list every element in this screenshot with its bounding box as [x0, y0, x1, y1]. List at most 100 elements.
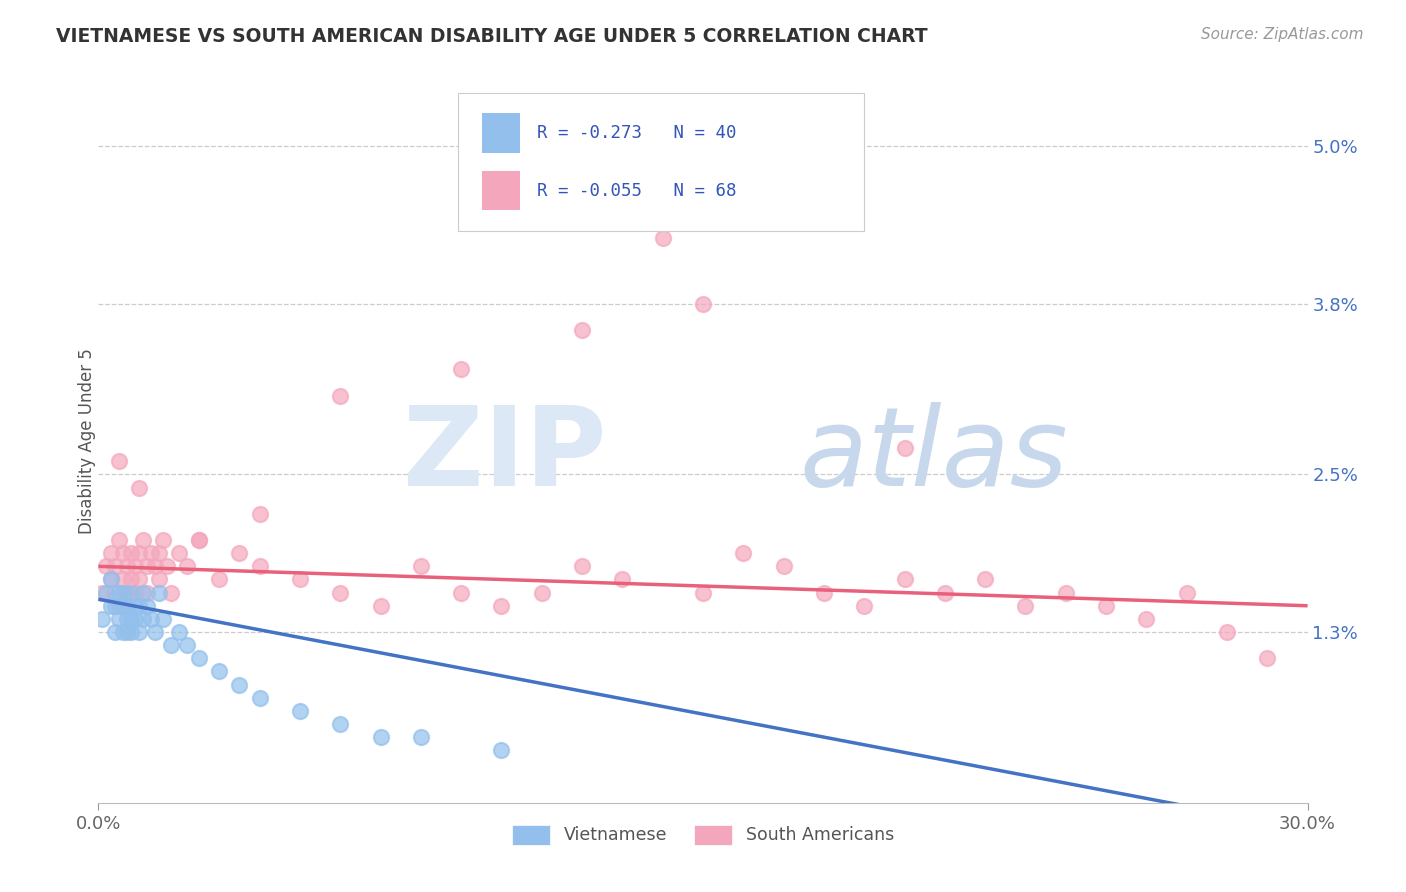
Point	[853, 599, 876, 613]
Point	[124, 559, 146, 574]
Point	[160, 638, 183, 652]
Point	[139, 612, 162, 626]
Text: Source: ZipAtlas.com: Source: ZipAtlas.com	[1201, 27, 1364, 42]
Point	[107, 533, 129, 547]
Point	[115, 559, 138, 574]
Point	[1216, 625, 1239, 640]
Point	[111, 546, 134, 560]
Point	[96, 585, 118, 599]
Point	[103, 559, 125, 574]
Point	[176, 638, 198, 652]
Point	[107, 599, 129, 613]
Point	[409, 559, 432, 574]
Point	[450, 362, 472, 376]
Point	[733, 546, 755, 560]
Point	[156, 559, 179, 574]
Point	[96, 559, 118, 574]
Point	[120, 612, 142, 626]
Point	[370, 730, 392, 744]
Point	[152, 612, 174, 626]
Point	[107, 585, 129, 599]
FancyBboxPatch shape	[457, 93, 863, 230]
Point	[139, 546, 162, 560]
Point	[115, 625, 138, 640]
Point	[1175, 585, 1198, 599]
Point	[107, 612, 129, 626]
Point	[115, 599, 138, 613]
Legend: Vietnamese, South Americans: Vietnamese, South Americans	[512, 824, 894, 845]
Point	[115, 612, 138, 626]
Point	[100, 599, 122, 613]
Point	[288, 573, 311, 587]
Point	[103, 585, 125, 599]
Point	[100, 573, 122, 587]
Point	[228, 546, 250, 560]
Point	[228, 677, 250, 691]
Point	[288, 704, 311, 718]
Point	[100, 546, 122, 560]
Point	[409, 730, 432, 744]
Point	[491, 599, 513, 613]
Point	[491, 743, 513, 757]
Point	[571, 323, 593, 337]
Point	[249, 690, 271, 705]
Point	[111, 573, 134, 587]
Point	[450, 585, 472, 599]
Point	[249, 559, 271, 574]
Point	[329, 585, 352, 599]
FancyBboxPatch shape	[482, 170, 520, 211]
Point	[120, 585, 142, 599]
Point	[1256, 651, 1278, 665]
Point	[772, 559, 794, 574]
Point	[143, 559, 166, 574]
Point	[651, 231, 673, 245]
Point	[120, 573, 142, 587]
Point	[132, 585, 155, 599]
Point	[128, 599, 150, 613]
Text: atlas: atlas	[800, 402, 1069, 509]
Point	[893, 573, 915, 587]
Point	[167, 546, 190, 560]
Point	[132, 533, 155, 547]
Point	[329, 388, 352, 402]
Point	[91, 612, 114, 626]
Point	[188, 651, 211, 665]
Point	[124, 599, 146, 613]
Point	[974, 573, 997, 587]
Point	[188, 533, 211, 547]
Text: R = -0.055   N = 68: R = -0.055 N = 68	[537, 182, 737, 200]
Point	[692, 296, 714, 310]
Point	[893, 441, 915, 455]
Point	[176, 559, 198, 574]
Point	[612, 573, 634, 587]
Point	[111, 599, 134, 613]
Y-axis label: Disability Age Under 5: Disability Age Under 5	[79, 349, 96, 534]
Point	[128, 573, 150, 587]
Point	[160, 585, 183, 599]
Point	[128, 546, 150, 560]
Point	[103, 599, 125, 613]
Point	[135, 585, 157, 599]
Point	[135, 559, 157, 574]
Text: R = -0.273   N = 40: R = -0.273 N = 40	[537, 124, 737, 142]
Point	[91, 585, 114, 599]
Point	[115, 585, 138, 599]
Point	[1095, 599, 1118, 613]
Text: ZIP: ZIP	[404, 402, 606, 509]
Point	[107, 454, 129, 468]
Point	[1135, 612, 1157, 626]
Point	[208, 573, 231, 587]
Point	[152, 533, 174, 547]
Point	[934, 585, 956, 599]
Point	[111, 625, 134, 640]
Point	[103, 625, 125, 640]
Point	[148, 585, 170, 599]
Text: VIETNAMESE VS SOUTH AMERICAN DISABILITY AGE UNDER 5 CORRELATION CHART: VIETNAMESE VS SOUTH AMERICAN DISABILITY …	[56, 27, 928, 45]
Point	[120, 546, 142, 560]
Point	[111, 585, 134, 599]
Point	[692, 585, 714, 599]
FancyBboxPatch shape	[482, 112, 520, 153]
Point	[167, 625, 190, 640]
Point	[571, 559, 593, 574]
Point	[148, 573, 170, 587]
